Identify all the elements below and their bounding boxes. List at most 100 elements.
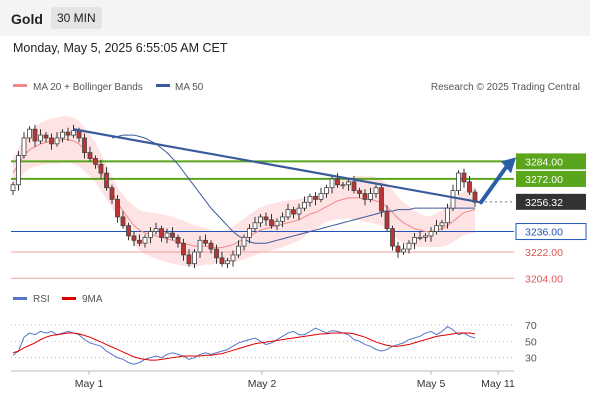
candle (439, 219, 445, 231)
projection-arrow-shaft (479, 165, 508, 205)
candle (54, 132, 60, 147)
candle (153, 222, 159, 235)
candle (247, 224, 252, 244)
candle-body (21, 137, 27, 156)
candle (236, 240, 241, 258)
candle (368, 187, 373, 203)
candle-body (175, 236, 181, 244)
candle (192, 249, 197, 269)
x-tick-label: May 2 (248, 378, 277, 390)
candle-body (445, 207, 450, 224)
candle-body (115, 198, 120, 218)
timeframe-button[interactable]: 30 MIN (51, 7, 102, 29)
candle-body (324, 187, 329, 194)
candle (280, 212, 285, 228)
candle-body (82, 137, 87, 154)
rsi-lines (12, 325, 476, 365)
candle (109, 184, 115, 204)
candle-body (252, 222, 258, 230)
level-label-3256.32: 3256.32 (525, 197, 563, 209)
candle (357, 187, 362, 198)
candle-body (258, 216, 263, 224)
level-label-3222.00: 3222.00 (525, 247, 563, 259)
candle-body (16, 155, 21, 186)
rsi-grid: 70 50 30 (11, 320, 537, 365)
candle-body (153, 228, 159, 232)
candle-body (318, 193, 324, 200)
x-tick-label: May 1 (75, 378, 104, 390)
candle (208, 240, 214, 254)
candle (461, 168, 467, 188)
candle (203, 234, 208, 247)
candle (82, 133, 87, 159)
candle (225, 257, 230, 269)
level-label-bg-3236.00 (515, 223, 587, 241)
candle (362, 189, 368, 206)
candle (291, 206, 296, 219)
rsi-legend-label: RSI (33, 294, 50, 305)
candle (131, 231, 137, 247)
ma9-legend-swatch (62, 297, 76, 300)
candle (93, 155, 98, 169)
candle-body (390, 228, 395, 247)
candle (120, 211, 126, 229)
candle (241, 234, 247, 251)
candle-body (247, 228, 252, 238)
candle-body (373, 187, 379, 194)
candle-body (351, 181, 357, 192)
candle-body (131, 235, 137, 241)
candle-body (384, 210, 390, 230)
candle-body (368, 193, 373, 200)
candle (60, 129, 65, 143)
ma50-legend-swatch (156, 84, 170, 87)
rsi-ma9-line (12, 332, 476, 361)
candle-body (379, 187, 384, 212)
candle-body (71, 130, 76, 136)
candle-body (417, 236, 423, 239)
candle-body (164, 232, 170, 238)
candle (395, 241, 401, 258)
candle-body (412, 236, 417, 244)
candle (324, 184, 329, 198)
candle (296, 203, 302, 220)
candle (38, 129, 43, 144)
candle (32, 124, 38, 147)
candle-body (467, 181, 472, 193)
candle-body (307, 196, 313, 203)
trendline (73, 128, 481, 204)
candle (115, 195, 120, 223)
candle-body (76, 130, 82, 139)
candle-body (197, 239, 203, 253)
candle (390, 225, 395, 251)
candle (307, 193, 313, 207)
candle (21, 132, 27, 159)
candle (269, 214, 274, 229)
candle (445, 203, 450, 229)
level-label-bg-3284.00 (516, 153, 586, 170)
candle-body (10, 184, 16, 192)
candle (379, 183, 384, 217)
candle (126, 222, 131, 241)
candle (186, 249, 192, 267)
candle (412, 233, 417, 250)
candle (230, 250, 236, 267)
candle (423, 233, 428, 242)
candle (318, 187, 324, 203)
ma50-legend-label: MA 50 (175, 82, 204, 93)
candle-body (439, 222, 445, 227)
candle-body (203, 239, 208, 244)
candle-body (214, 248, 219, 259)
candle (197, 235, 203, 258)
candle (263, 212, 269, 226)
x-tick-label: May 11 (481, 378, 515, 390)
candle-body (302, 201, 307, 209)
candle-body (241, 236, 247, 247)
chart-datetime: Monday, May 5, 2025 6:55:05 AM CET (13, 41, 228, 55)
candle-body (296, 207, 302, 215)
candle (142, 234, 148, 248)
candle-body (186, 254, 192, 265)
candle-body (428, 231, 434, 237)
up-right-arrow-icon (501, 157, 516, 174)
candle-body (148, 231, 153, 238)
